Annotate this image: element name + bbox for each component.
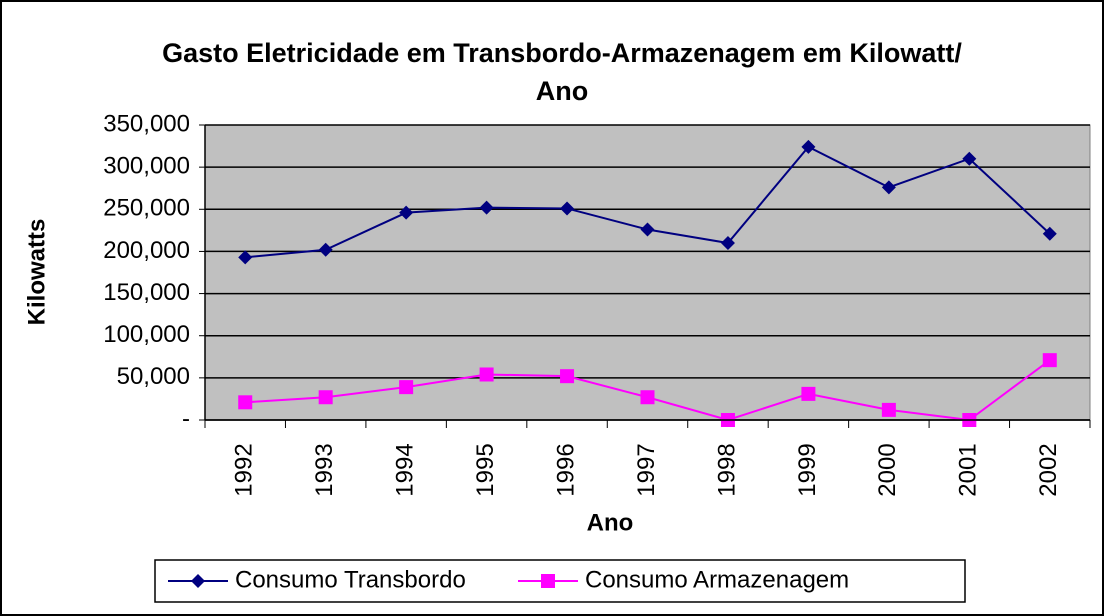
marker (720, 236, 735, 250)
plot-area (204, 124, 1091, 421)
marker (881, 402, 896, 417)
x-tick-label: 1998 (713, 443, 740, 496)
marker (640, 222, 655, 237)
y-tick-label: 100,000 (103, 321, 190, 348)
x-tick-label: 1997 (633, 443, 660, 496)
y-axis-title: Kilowatts (23, 219, 50, 326)
marker (399, 205, 414, 220)
y-tick-label: 250,000 (103, 195, 190, 222)
marker (560, 369, 575, 384)
x-tick-label: 2000 (874, 443, 901, 496)
legend-marker (191, 574, 205, 588)
chart-title: Gasto Eletricidade em Transbordo-Armazen… (162, 38, 962, 106)
legend-label: Consumo Transbordo (235, 566, 466, 593)
marker (640, 390, 655, 405)
legend-marker (541, 574, 555, 588)
legend-label: Consumo Armazenagem (585, 566, 849, 593)
y-tick-label: 200,000 (103, 237, 190, 264)
marker (801, 386, 816, 401)
x-tick-label: 1993 (311, 443, 338, 496)
y-tick-label: - (182, 405, 190, 432)
marker (1042, 226, 1057, 241)
marker (399, 380, 414, 395)
marker (479, 200, 494, 215)
y-tick-label: 50,000 (117, 363, 190, 390)
x-tick-label: 1999 (794, 443, 821, 496)
y-tick-label: 150,000 (103, 279, 190, 306)
marker (1042, 353, 1057, 368)
y-tick-label: 300,000 (103, 152, 190, 179)
marker (238, 395, 253, 410)
marker (479, 367, 494, 382)
x-tick-label: 1995 (472, 443, 499, 496)
x-tick-label: 2002 (1035, 443, 1062, 496)
marker (881, 180, 896, 195)
x-tick-label: 2001 (955, 443, 982, 496)
marker (801, 139, 816, 154)
marker (560, 201, 575, 216)
y-tick-label: 350,000 (103, 110, 190, 137)
marker (318, 242, 333, 257)
x-tick-label: 1992 (231, 443, 258, 496)
x-tick-label: 1994 (391, 443, 418, 496)
marker (318, 390, 333, 405)
marker (238, 250, 253, 265)
marker (962, 151, 977, 166)
x-axis-title: Ano (587, 509, 634, 536)
x-tick-label: 1996 (552, 443, 579, 496)
